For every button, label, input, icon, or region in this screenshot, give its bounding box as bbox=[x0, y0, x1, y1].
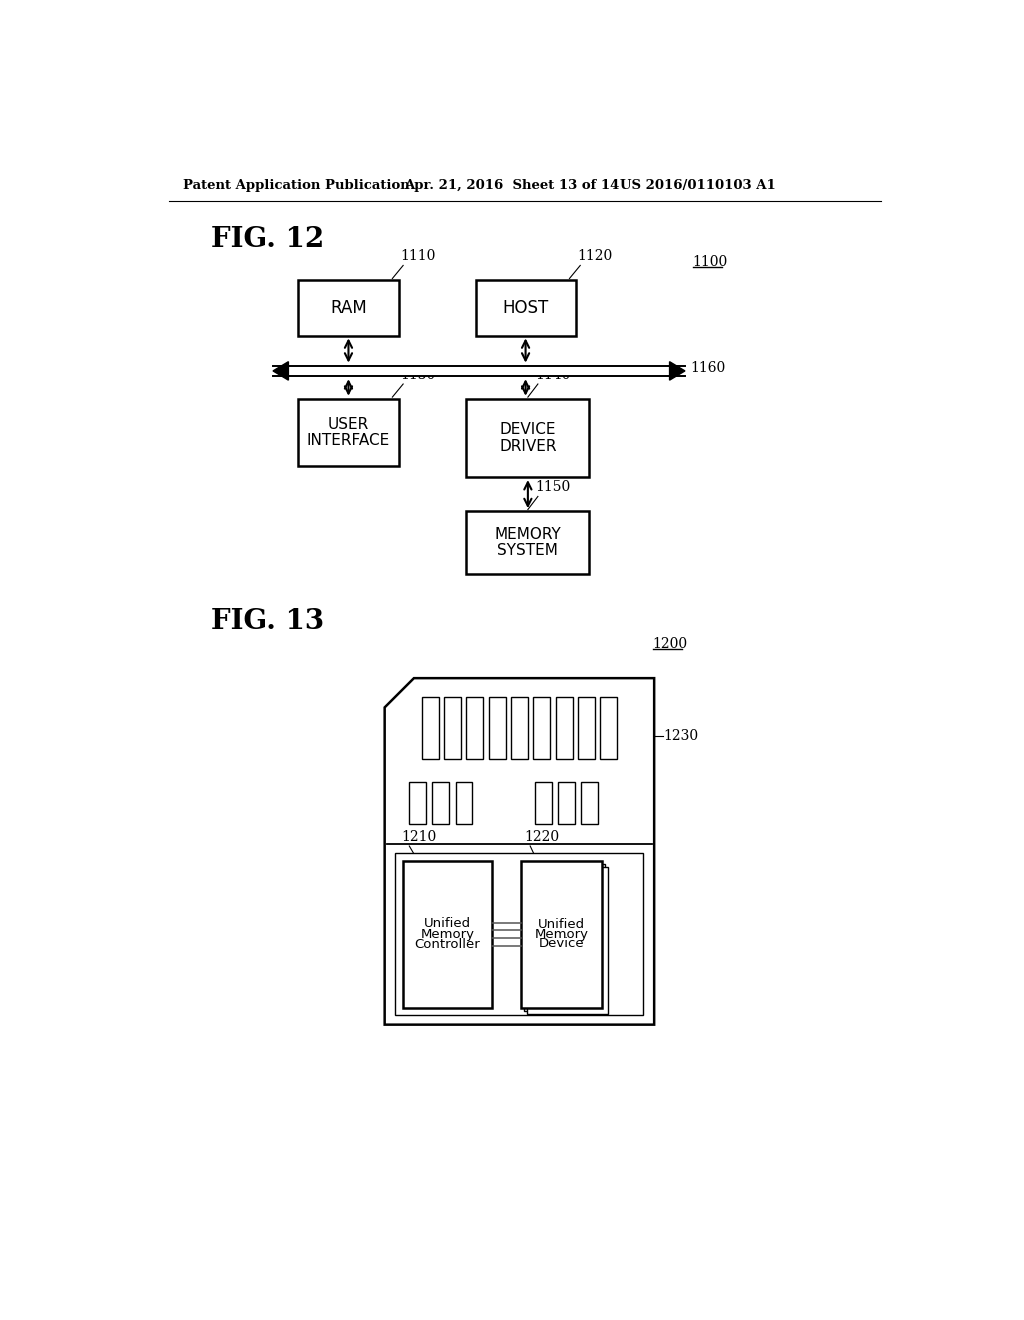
Bar bbox=[456, 781, 472, 825]
Bar bbox=[521, 861, 602, 1007]
Text: 1100: 1100 bbox=[692, 255, 728, 268]
Bar bbox=[298, 280, 398, 335]
Bar bbox=[534, 697, 550, 759]
Bar bbox=[556, 697, 572, 759]
Text: Patent Application Publication: Patent Application Publication bbox=[183, 178, 410, 191]
Bar bbox=[395, 853, 643, 1015]
Text: 1140: 1140 bbox=[536, 368, 571, 381]
Polygon shape bbox=[670, 362, 685, 380]
Text: 1210: 1210 bbox=[401, 830, 437, 843]
Bar bbox=[444, 697, 461, 759]
Text: 1110: 1110 bbox=[400, 249, 435, 263]
Bar bbox=[527, 867, 608, 1014]
Text: 1200: 1200 bbox=[652, 636, 688, 651]
Text: DRIVER: DRIVER bbox=[499, 438, 557, 454]
Text: 1160: 1160 bbox=[690, 360, 726, 375]
Bar bbox=[488, 697, 506, 759]
Bar bbox=[524, 863, 605, 1011]
Text: FIG. 12: FIG. 12 bbox=[211, 226, 325, 252]
Bar bbox=[298, 399, 398, 466]
Text: 1230: 1230 bbox=[664, 729, 698, 743]
Text: INTERFACE: INTERFACE bbox=[307, 433, 390, 447]
Bar bbox=[422, 697, 438, 759]
Bar bbox=[466, 399, 590, 478]
Polygon shape bbox=[385, 678, 654, 1024]
Text: 1150: 1150 bbox=[536, 480, 570, 494]
Text: FIG. 13: FIG. 13 bbox=[211, 609, 325, 635]
Bar bbox=[410, 781, 426, 825]
Polygon shape bbox=[273, 362, 289, 380]
Text: Unified: Unified bbox=[538, 919, 585, 932]
Text: USER: USER bbox=[328, 417, 369, 433]
Text: SYSTEM: SYSTEM bbox=[498, 543, 558, 558]
Text: Memory: Memory bbox=[535, 928, 589, 941]
Text: Memory: Memory bbox=[421, 928, 474, 941]
Text: DEVICE: DEVICE bbox=[500, 422, 556, 437]
Text: US 2016/0110103 A1: US 2016/0110103 A1 bbox=[620, 178, 775, 191]
Bar bbox=[535, 781, 552, 825]
Bar bbox=[403, 861, 492, 1007]
Bar bbox=[432, 781, 450, 825]
Text: HOST: HOST bbox=[503, 298, 549, 317]
Bar bbox=[466, 697, 483, 759]
Bar bbox=[558, 781, 574, 825]
Text: 1220: 1220 bbox=[524, 830, 560, 843]
Bar bbox=[600, 697, 617, 759]
Bar bbox=[273, 366, 685, 376]
Text: Apr. 21, 2016  Sheet 13 of 14: Apr. 21, 2016 Sheet 13 of 14 bbox=[403, 178, 620, 191]
Bar bbox=[466, 511, 590, 574]
Text: MEMORY: MEMORY bbox=[495, 528, 561, 543]
Text: 1120: 1120 bbox=[578, 249, 612, 263]
Text: RAM: RAM bbox=[330, 298, 367, 317]
Text: Controller: Controller bbox=[415, 939, 480, 952]
Text: Unified: Unified bbox=[424, 917, 471, 929]
Bar bbox=[581, 781, 598, 825]
Bar bbox=[475, 280, 575, 335]
Text: 1130: 1130 bbox=[400, 368, 435, 381]
Text: Device: Device bbox=[539, 937, 584, 950]
Bar bbox=[578, 697, 595, 759]
Bar bbox=[511, 697, 528, 759]
